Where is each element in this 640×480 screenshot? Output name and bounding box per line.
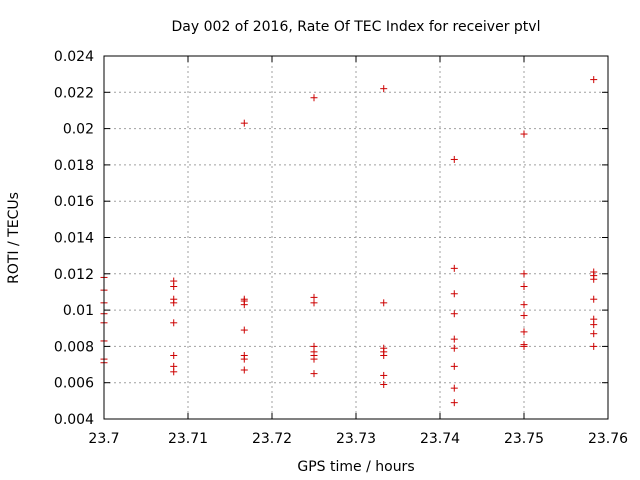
data-point-plus — [170, 283, 178, 291]
data-point-plus — [450, 344, 458, 352]
data-point-plus — [590, 76, 598, 84]
data-point-plus — [450, 362, 458, 370]
data-point-plus — [520, 312, 528, 320]
y-tick-label: 0.006 — [54, 376, 94, 392]
y-tick-label: 0.016 — [54, 194, 94, 210]
data-point-plus — [520, 270, 528, 278]
data-point-plus — [310, 370, 318, 378]
y-tick-label: 0.022 — [54, 85, 94, 101]
y-tick-label: 0.012 — [54, 267, 94, 283]
data-points — [100, 76, 598, 407]
data-point-plus — [450, 310, 458, 318]
data-point-plus — [310, 94, 318, 102]
x-tick-label: 23.75 — [504, 431, 544, 447]
data-point-plus — [450, 155, 458, 163]
data-point-plus — [380, 351, 388, 359]
data-point-plus — [450, 290, 458, 298]
data-point-plus — [520, 130, 528, 138]
y-tick-label: 0.004 — [54, 412, 94, 428]
y-tick-label: 0.024 — [54, 49, 94, 65]
x-tick-label: 23.71 — [168, 431, 208, 447]
y-axis-tick-labels: 0.004 0.006 0.008 0.01 0.012 0.014 0.016 0.018 0… — [54, 49, 94, 428]
data-point-plus — [310, 299, 318, 307]
data-point-plus — [450, 335, 458, 343]
data-point-plus — [590, 275, 598, 283]
data-point-plus — [170, 351, 178, 359]
data-point-plus — [590, 330, 598, 338]
x-axis-tick-labels: 23.7 23.71 23.72 23.73 23.74 23.75 23.76 — [88, 431, 628, 447]
data-point-plus — [240, 301, 248, 309]
data-point-plus — [170, 319, 178, 327]
data-point-plus — [240, 355, 248, 363]
y-tick-label: 0.01 — [63, 303, 94, 319]
plot-frame — [103, 55, 609, 420]
y-tick-label: 0.02 — [63, 122, 94, 138]
data-point-plus — [590, 342, 598, 350]
data-point-plus — [450, 399, 458, 407]
y-tick-label: 0.008 — [54, 339, 94, 355]
data-point-plus — [520, 328, 528, 336]
x-tick-label: 23.72 — [252, 431, 292, 447]
data-point-plus — [520, 283, 528, 291]
data-point-plus — [380, 371, 388, 379]
data-point-plus — [310, 355, 318, 363]
data-point-plus — [240, 366, 248, 374]
data-point-plus — [170, 368, 178, 376]
y-axis-label: ROTI / TECUs — [6, 192, 22, 284]
grid-lines — [104, 56, 608, 419]
chart-title: Day 002 of 2016, Rate Of TEC Index for r… — [172, 19, 541, 35]
x-axis-label: GPS time / hours — [297, 459, 414, 475]
data-point-plus — [380, 299, 388, 307]
data-point-plus — [380, 381, 388, 389]
data-point-plus — [590, 295, 598, 303]
data-point-plus — [520, 301, 528, 309]
data-point-plus — [520, 342, 528, 350]
data-point-plus — [450, 264, 458, 272]
x-tick-label: 23.73 — [336, 431, 376, 447]
data-point-plus — [240, 119, 248, 127]
data-point-plus — [240, 326, 248, 334]
x-tick-label: 23.76 — [588, 431, 628, 447]
data-point-plus — [380, 85, 388, 93]
data-point-plus — [170, 299, 178, 307]
data-point-plus — [590, 321, 598, 329]
x-tick-label: 23.74 — [420, 431, 460, 447]
y-tick-label: 0.014 — [54, 231, 94, 247]
data-point-plus — [450, 384, 458, 392]
x-tick-label: 23.7 — [88, 431, 119, 447]
y-tick-label: 0.018 — [54, 158, 94, 174]
